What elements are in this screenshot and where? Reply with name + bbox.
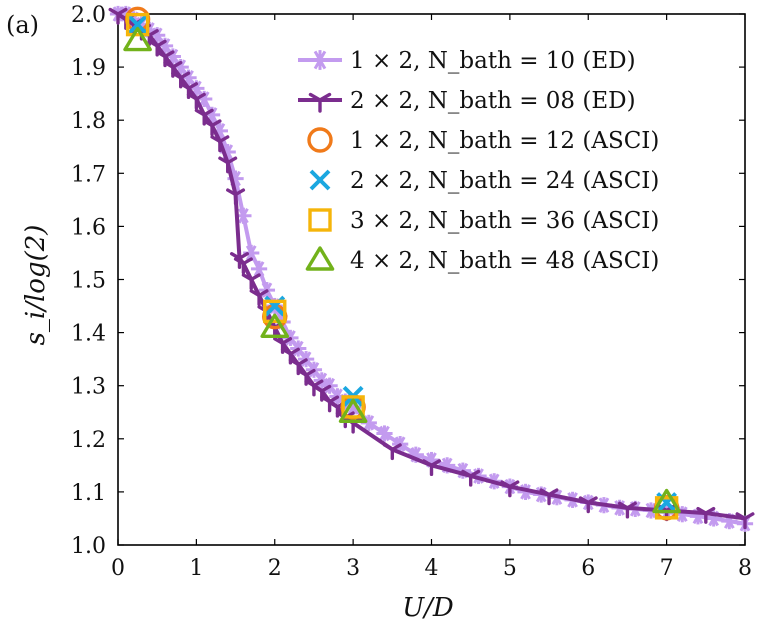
legend-marker [308, 92, 332, 113]
legend-label: 3 × 2, N_bath = 36 (ASCI) [350, 208, 659, 234]
x-tick-label: 6 [581, 556, 595, 581]
series-2-point [539, 488, 559, 506]
x-tick-label: 3 [346, 556, 360, 581]
legend-marker [305, 246, 335, 271]
series-2-point [226, 188, 246, 206]
series-2-point [202, 119, 222, 137]
series-2-point [186, 92, 206, 110]
series-5-point [341, 395, 365, 419]
y-tick-label: 1.7 [71, 162, 106, 187]
legend-marker [310, 50, 330, 70]
legend-label: 4 × 2, N_bath = 48 (ASCI) [350, 248, 659, 274]
legend-label: 1 × 2, N_bath = 12 (ASCI) [350, 128, 659, 154]
series-2-point [218, 156, 238, 174]
x-tick-label: 1 [189, 556, 203, 581]
series-6-point [652, 488, 681, 514]
x-tick-label: 4 [425, 556, 439, 581]
plot-area [108, 5, 755, 546]
series-1-point [227, 170, 244, 187]
series-2-point [249, 289, 269, 307]
legend-label: 2 × 2, N_bath = 08 (ED) [350, 88, 636, 114]
x-axis-title: U/D [402, 593, 454, 623]
y-tick-label: 1.9 [71, 56, 106, 81]
series-2-point [500, 480, 520, 498]
series-4-point [127, 14, 149, 36]
panel-label: (a) [6, 11, 39, 39]
legend-entry-2: 2 × 2, N_bath = 08 (ED) [298, 88, 636, 114]
y-tick-label: 1.8 [71, 109, 106, 134]
series-2-point [241, 273, 261, 291]
y-tick-label: 1.4 [71, 322, 106, 347]
series-6-point [123, 26, 152, 52]
y-axis-title: s_i/log(2) [21, 225, 51, 346]
series-2-point [422, 459, 441, 477]
y-tick-label: 1.0 [71, 534, 106, 559]
series-2-point [617, 501, 637, 519]
series-2-point [461, 469, 481, 487]
series-6-point [260, 313, 290, 338]
legend-entry-1: 1 × 2, N_bath = 10 (ED) [298, 48, 636, 74]
legend-marker [309, 169, 331, 191]
series-1-point [360, 414, 377, 431]
x-tick-label: 2 [268, 556, 282, 581]
y-tick-label: 1.3 [71, 375, 106, 400]
x-tick-label: 7 [660, 556, 674, 581]
y-tick-label: 1.1 [71, 481, 106, 506]
x-tick-label: 0 [111, 556, 125, 581]
legend-marker [308, 208, 332, 232]
legend-label: 1 × 2, N_bath = 10 (ED) [350, 48, 636, 74]
legend-marker [307, 127, 333, 153]
legend-entry-3: 1 × 2, N_bath = 12 (ASCI) [307, 127, 659, 154]
y-tick-label: 1.5 [71, 269, 106, 294]
legend-entry-5: 3 × 2, N_bath = 36 (ASCI) [308, 208, 659, 234]
series-1-point [376, 425, 393, 442]
series-1-point [243, 244, 260, 262]
series-6-point [338, 398, 368, 423]
y-tick-label: 1.2 [71, 428, 106, 453]
x-tick-label: 5 [503, 556, 517, 581]
series-2-point [696, 506, 716, 524]
series-2-point [382, 443, 402, 461]
y-tick-label: 1.6 [71, 215, 106, 240]
series-2-point [578, 496, 598, 514]
legend: 1 × 2, N_bath = 10 (ED) 2 × 2, N_bath = 0… [298, 48, 659, 274]
y-axis-title-text: s_i/log(2) [21, 225, 51, 346]
series-5-point [263, 299, 287, 324]
legend-entry-4: 2 × 2, N_bath = 24 (ASCI) [309, 168, 659, 194]
y-tick-label: 2.0 [71, 3, 106, 28]
series-6 [123, 26, 681, 514]
tick-labels: 0 1 2 3 4 5 6 7 8 1.0 1.1 1.2 1.3 1.4 1.5 1.6 1.7 1.8 1.9 2… [71, 3, 752, 581]
series-5-point [125, 12, 150, 37]
series-2-point [210, 135, 230, 153]
series-2-point [735, 512, 755, 530]
legend-entry-6: 4 × 2, N_bath = 48 (ASCI) [305, 246, 659, 274]
legend-label: 2 × 2, N_bath = 24 (ASCI) [350, 168, 659, 194]
series-2-point [233, 257, 253, 275]
x-axis-title-text: U/D [402, 593, 454, 623]
x-tick-label: 8 [738, 556, 752, 581]
